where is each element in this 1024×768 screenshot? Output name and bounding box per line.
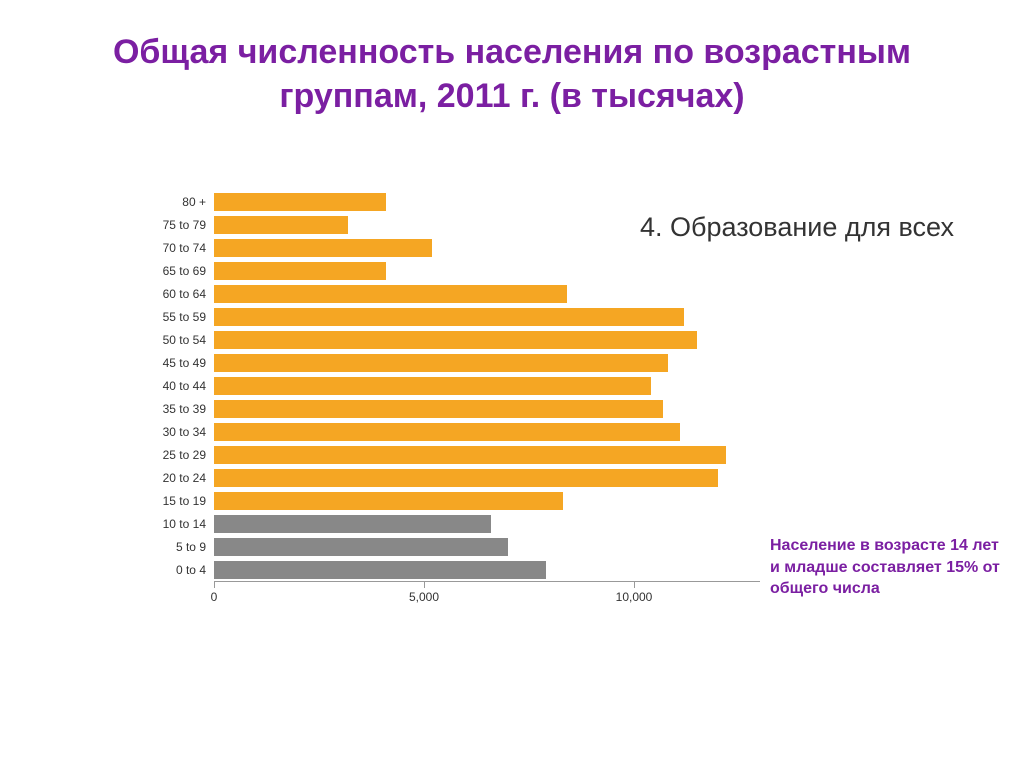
bar-label: 25 to 29 [140, 448, 214, 462]
bar-row: 65 to 69 [140, 259, 760, 282]
bar-row: 45 to 49 [140, 351, 760, 374]
bar-label: 65 to 69 [140, 264, 214, 278]
bar-row: 20 to 24 [140, 466, 760, 489]
bar-row: 60 to 64 [140, 282, 760, 305]
bar-fill [214, 354, 668, 372]
bar-label: 70 to 74 [140, 241, 214, 255]
x-tick [424, 582, 425, 588]
bar-label: 10 to 14 [140, 517, 214, 531]
x-tick [214, 582, 215, 588]
x-tick-label: 0 [211, 590, 218, 604]
bar-fill [214, 423, 680, 441]
bar-label: 0 to 4 [140, 563, 214, 577]
bar-fill [214, 515, 491, 533]
bar-row: 5 to 9 [140, 535, 760, 558]
bar-label: 45 to 49 [140, 356, 214, 370]
x-tick [634, 582, 635, 588]
side-heading: 4. Образование для всех [640, 210, 954, 245]
bar-row: 35 to 39 [140, 397, 760, 420]
bar-fill [214, 400, 663, 418]
bar-label: 40 to 44 [140, 379, 214, 393]
bar-label: 20 to 24 [140, 471, 214, 485]
bar-fill [214, 377, 651, 395]
bar-label: 60 to 64 [140, 287, 214, 301]
bar-fill [214, 193, 386, 211]
x-tick-label: 10,000 [616, 590, 653, 604]
bar-fill [214, 538, 508, 556]
bar-fill [214, 262, 386, 280]
x-tick-label: 5,000 [409, 590, 439, 604]
bar-fill [214, 561, 546, 579]
bar-label: 80 + [140, 195, 214, 209]
bar-fill [214, 239, 432, 257]
bar-row: 15 to 19 [140, 489, 760, 512]
bar-label: 50 to 54 [140, 333, 214, 347]
bar-fill [214, 216, 348, 234]
bar-row: 25 to 29 [140, 443, 760, 466]
bar-row: 0 to 4 [140, 558, 760, 581]
bar-fill [214, 308, 684, 326]
bar-fill [214, 285, 567, 303]
bar-label: 30 to 34 [140, 425, 214, 439]
bar-label: 5 to 9 [140, 540, 214, 554]
bar-fill [214, 469, 718, 487]
side-note: Население в возрасте 14 лет и младше сос… [770, 535, 1000, 600]
bar-label: 35 to 39 [140, 402, 214, 416]
bar-label: 55 to 59 [140, 310, 214, 324]
bar-row: 10 to 14 [140, 512, 760, 535]
population-chart: 80 + 75 to 79 70 to 74 65 to 69 60 to 64 55 t… [140, 190, 760, 621]
bar-fill [214, 446, 726, 464]
bar-row: 30 to 34 [140, 420, 760, 443]
bar-label: 15 to 19 [140, 494, 214, 508]
page-title: Общая численность населения по возрастны… [0, 0, 1024, 138]
bar-fill [214, 492, 563, 510]
bar-row: 55 to 59 [140, 305, 760, 328]
bar-row: 40 to 44 [140, 374, 760, 397]
bar-label: 75 to 79 [140, 218, 214, 232]
x-axis: 0 5,000 10,000 [214, 581, 760, 611]
bar-row: 50 to 54 [140, 328, 760, 351]
bar-fill [214, 331, 697, 349]
